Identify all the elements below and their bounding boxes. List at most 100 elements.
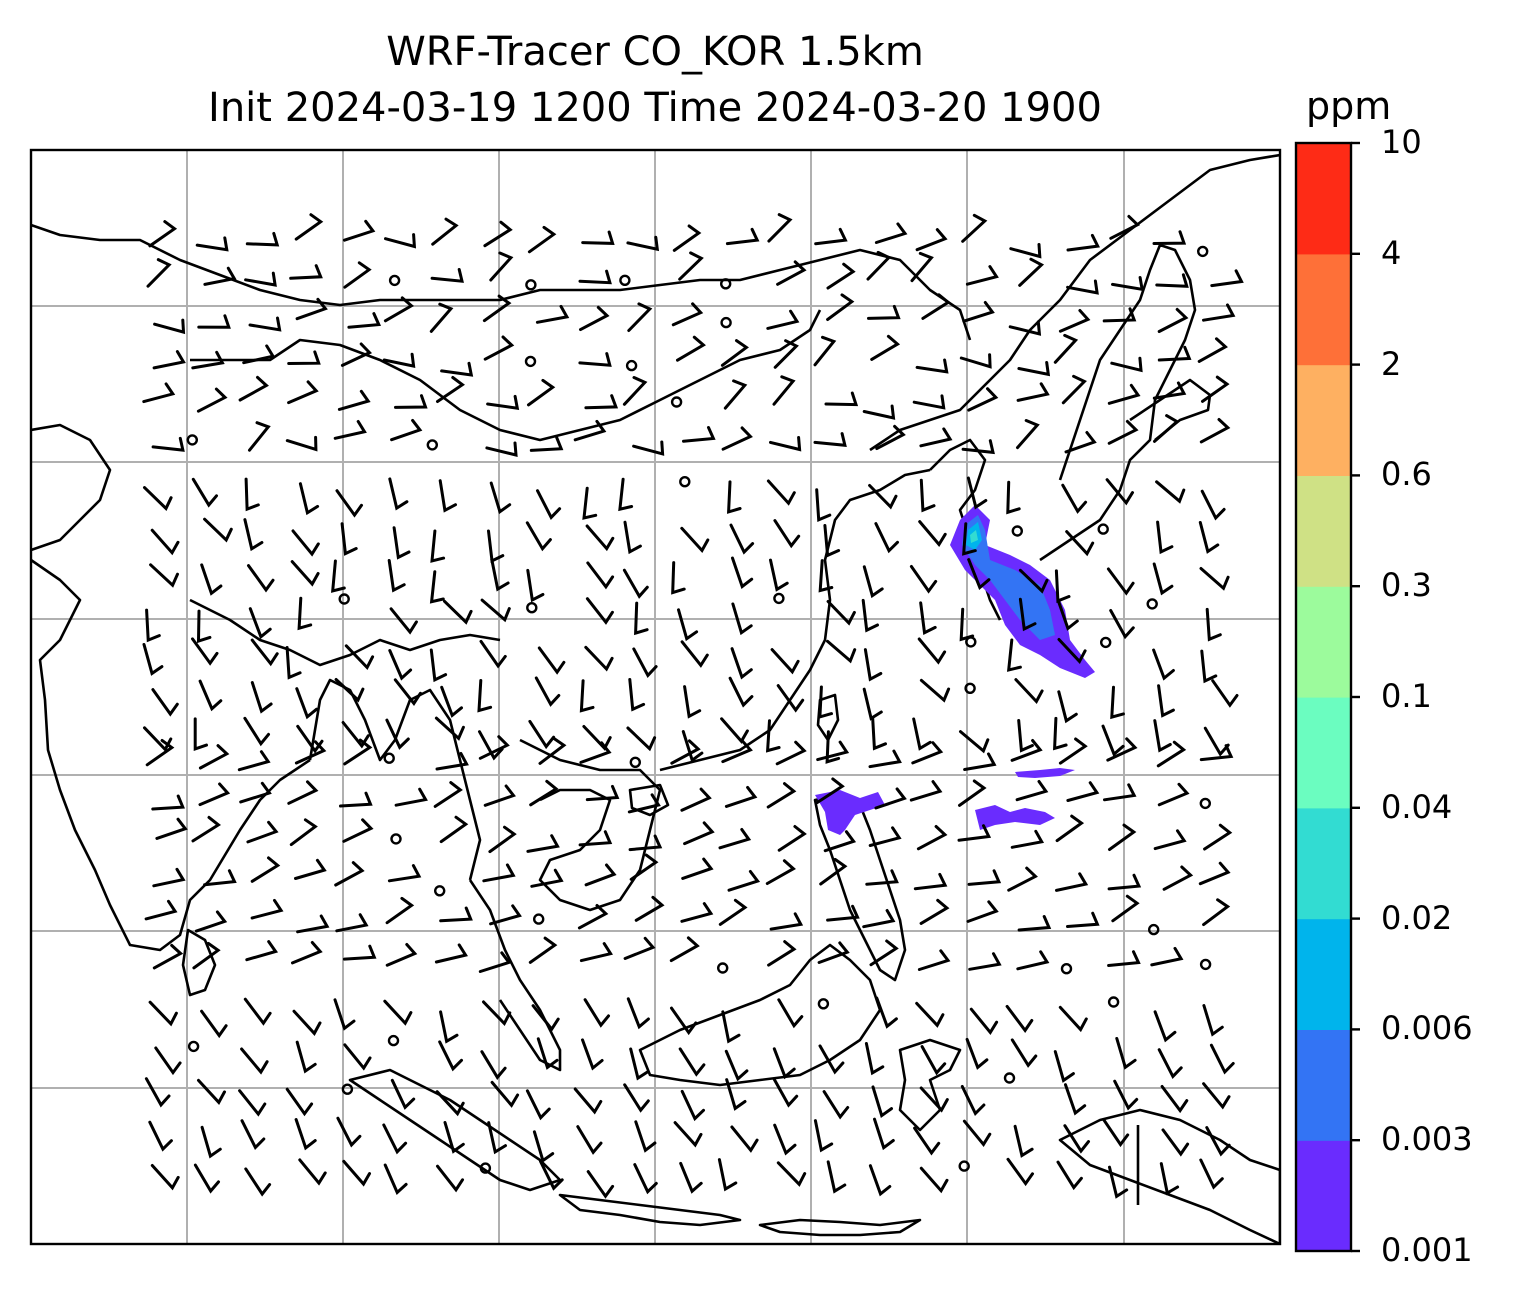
wind-barb	[143, 486, 173, 512]
wind-barb	[483, 784, 516, 807]
wind-barb	[1017, 719, 1034, 753]
wind-barb	[290, 560, 320, 587]
wind-barb	[825, 730, 841, 764]
coastline-borneo	[638, 943, 882, 1087]
wind-barb	[1013, 1124, 1034, 1158]
wind-barb	[681, 730, 704, 763]
wind-barb	[149, 563, 179, 588]
wind-barb	[868, 826, 902, 847]
wind-barb	[383, 296, 414, 323]
wind-barb	[341, 721, 370, 749]
wind-barb	[339, 791, 373, 808]
wind-barb	[818, 685, 833, 719]
wind-barb	[960, 1085, 986, 1117]
wind-barb	[528, 719, 556, 750]
wind-barb	[436, 1164, 464, 1193]
wind-barb	[248, 316, 282, 332]
wind-barb	[1199, 1158, 1224, 1190]
wind-barb	[1156, 740, 1187, 768]
wind-barb	[680, 1089, 705, 1122]
wind-barb	[628, 834, 663, 852]
wind-barb	[919, 678, 951, 703]
wind-barb	[1017, 915, 1052, 932]
wind-barb	[144, 899, 178, 921]
wind-barb	[382, 352, 416, 368]
wind-barb	[818, 559, 834, 593]
wind-barb	[1115, 1037, 1137, 1070]
wind-barb	[390, 1078, 416, 1110]
wind-barb	[334, 678, 365, 703]
wind-barb	[633, 1163, 658, 1195]
wind-barb	[1109, 609, 1135, 640]
wind-barb	[826, 262, 856, 290]
wind-barb	[150, 528, 180, 556]
wind-barb	[1157, 782, 1190, 807]
wind-barb	[197, 1078, 226, 1105]
wind-barb	[826, 639, 857, 664]
wind-barb	[1018, 257, 1045, 287]
calm-wind-marker	[426, 439, 438, 451]
wind-barb	[200, 563, 223, 596]
calm-wind-marker	[387, 1034, 400, 1047]
wind-barb	[1017, 361, 1051, 377]
wind-barb	[1155, 480, 1186, 504]
wind-barb	[1162, 865, 1194, 891]
wind-barb	[765, 719, 781, 753]
coastline-java	[558, 1193, 742, 1227]
wind-barb	[438, 1040, 463, 1072]
wind-barb	[337, 389, 371, 411]
wind-barb	[1053, 1050, 1075, 1083]
wind-barb	[285, 1087, 314, 1117]
coastline-sulawesi	[898, 1038, 962, 1132]
wind-barb	[634, 895, 665, 922]
wind-barb	[203, 869, 237, 887]
wind-barb	[959, 730, 990, 754]
colorbar-tick-label: 0.02	[1381, 898, 1453, 937]
wind-barb	[819, 857, 848, 886]
wind-barb	[142, 382, 176, 404]
wind-barb	[203, 517, 233, 543]
calm-wind-marker	[679, 476, 691, 488]
wind-barb	[490, 1080, 520, 1108]
wind-barb	[144, 1077, 171, 1108]
wind-barb	[1057, 690, 1078, 724]
wind-barb	[919, 601, 937, 635]
wind-barb	[721, 1010, 741, 1044]
wind-barb	[626, 997, 650, 1030]
wind-barb	[911, 741, 944, 765]
wind-barb	[626, 235, 660, 252]
wind-barb	[1053, 716, 1068, 751]
wind-barb	[678, 251, 704, 281]
wind-barb	[1053, 333, 1079, 364]
calm-wind-marker	[958, 1160, 970, 1172]
calm-wind-marker	[965, 636, 977, 648]
wind-barb	[1152, 381, 1187, 400]
wind-barb	[529, 436, 564, 452]
wind-barb	[443, 599, 473, 625]
wind-barb	[967, 869, 1002, 886]
wind-barb	[1199, 744, 1234, 762]
wind-barb	[334, 861, 365, 887]
wind-barb	[1199, 418, 1231, 444]
wind-barb	[919, 898, 950, 925]
wind-barb	[342, 1159, 371, 1187]
wind-barb	[777, 998, 804, 1029]
wind-barb	[579, 679, 595, 713]
wind-barb	[962, 301, 995, 323]
wind-barb	[582, 486, 598, 520]
wind-barb	[488, 825, 517, 854]
wind-barb	[1056, 1160, 1083, 1191]
wind-barb	[287, 380, 319, 405]
wind-barb	[335, 489, 363, 518]
wind-barb	[1066, 279, 1099, 295]
wind-barb	[875, 424, 906, 451]
wind-barb	[1157, 684, 1175, 718]
wind-barb	[382, 1123, 408, 1155]
wind-barb	[340, 522, 358, 556]
wind-barb	[1156, 520, 1174, 555]
wind-barb	[1006, 480, 1021, 515]
wind-barb	[672, 224, 702, 252]
wind-barb	[1058, 309, 1091, 333]
wind-barb	[824, 391, 859, 407]
